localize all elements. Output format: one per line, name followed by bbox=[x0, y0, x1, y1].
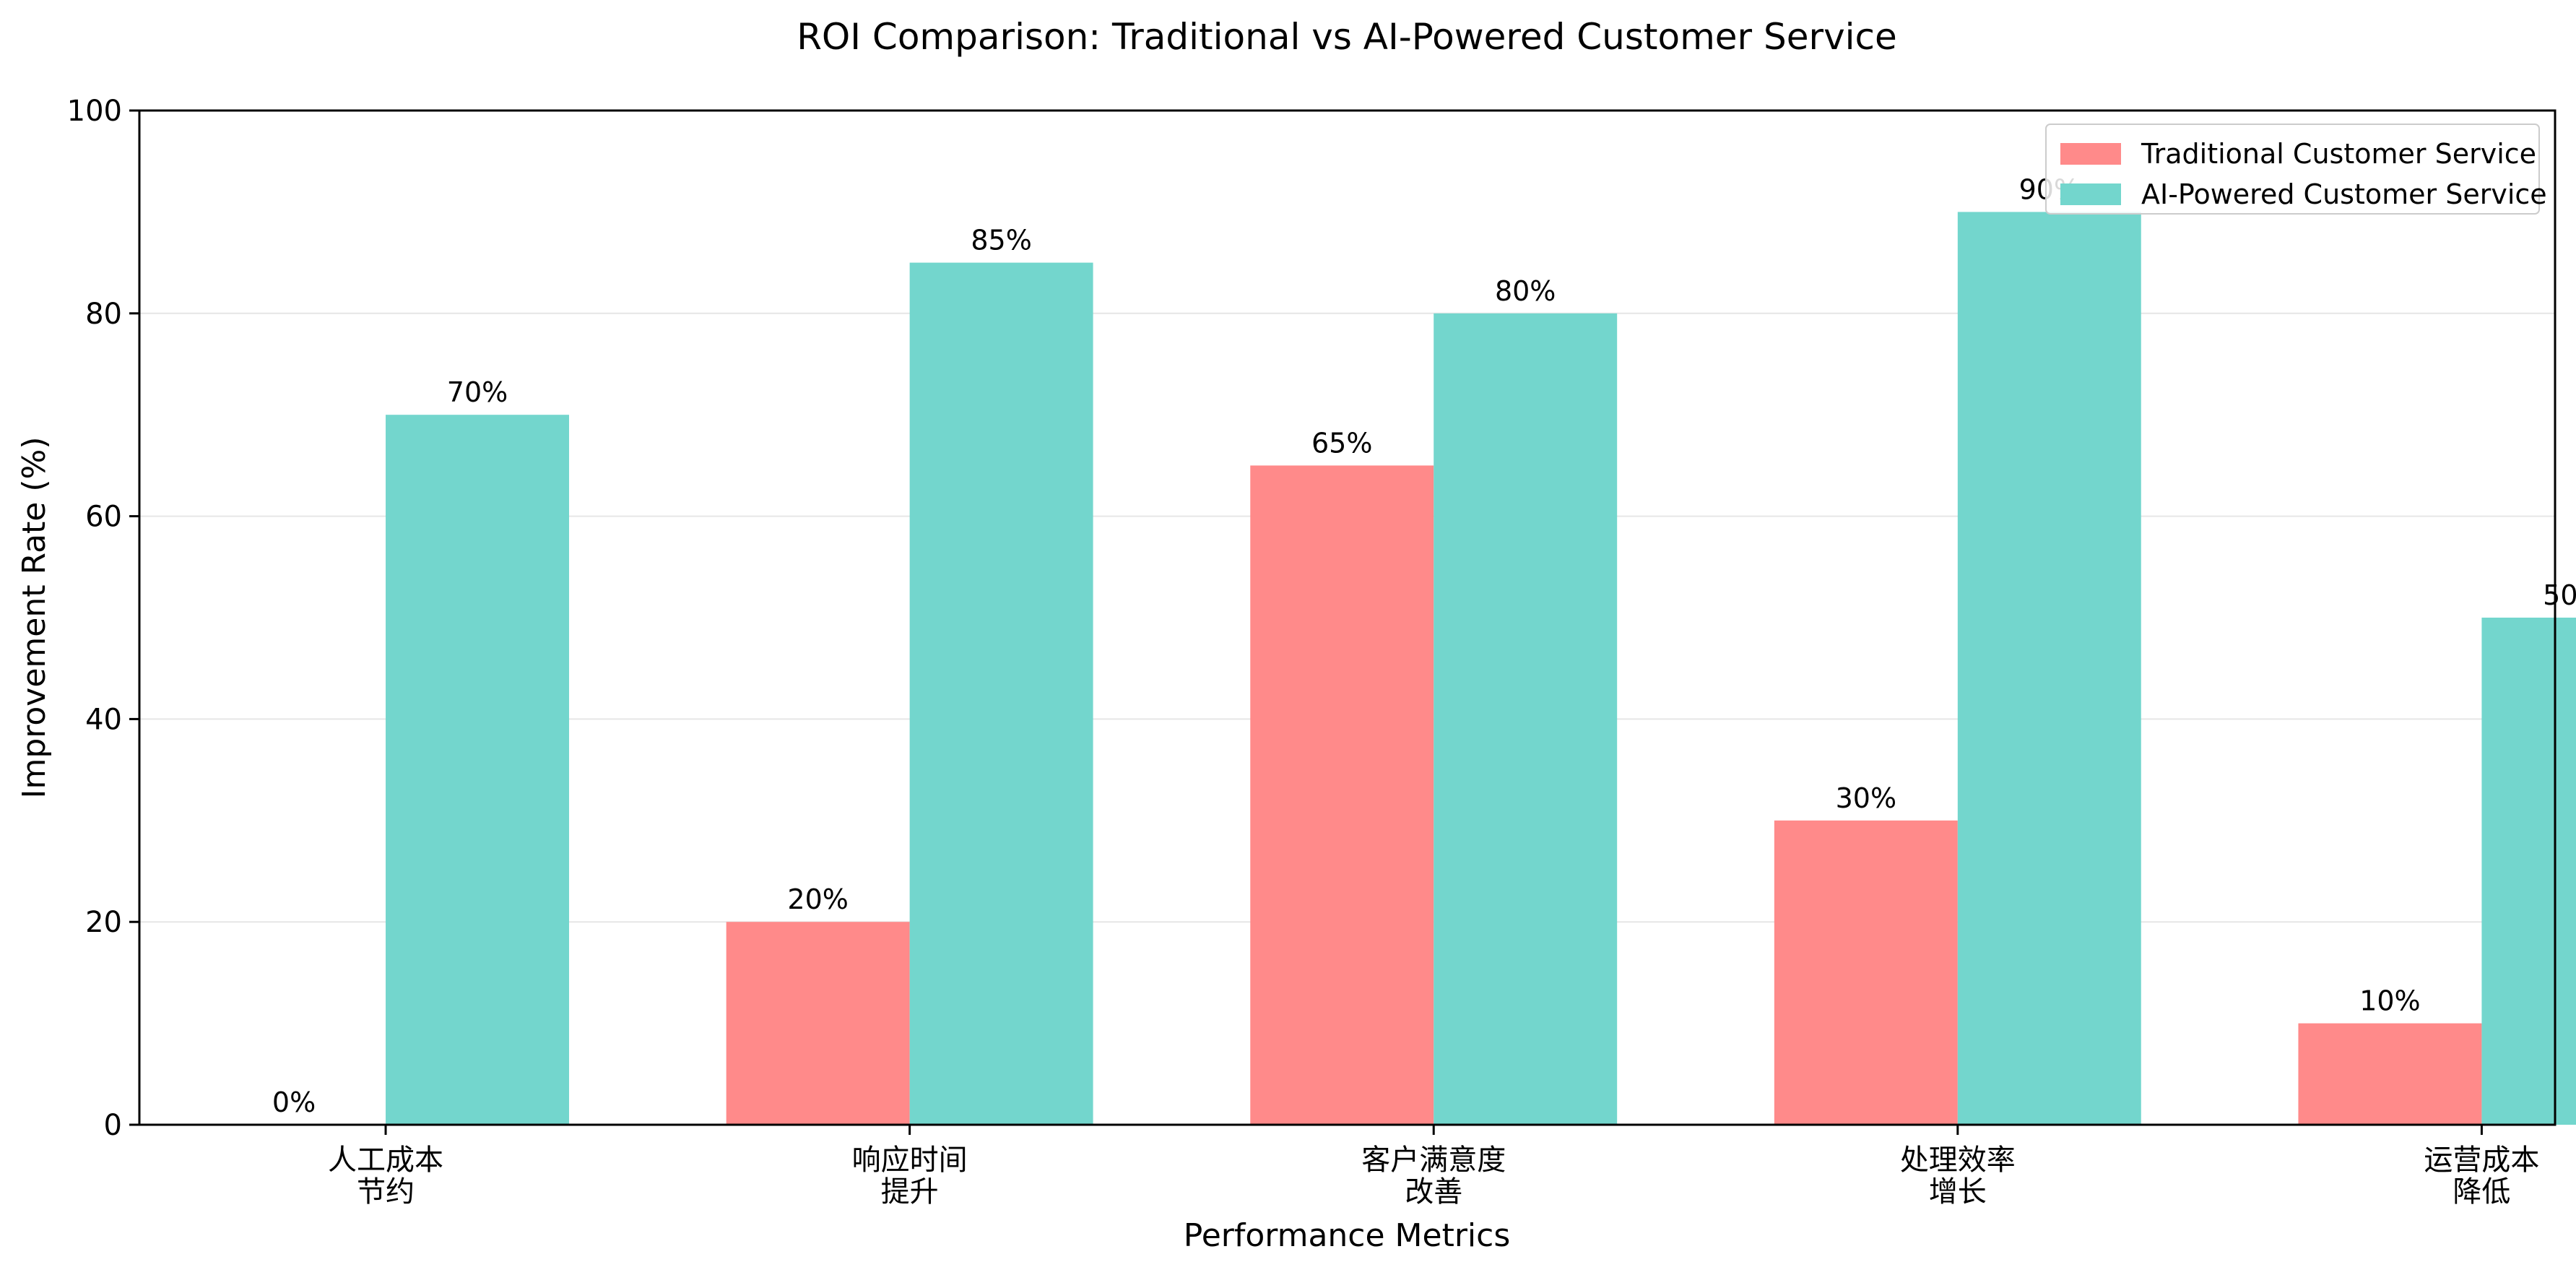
bar bbox=[726, 922, 910, 1125]
plot-frame bbox=[138, 109, 2557, 1126]
x-tick-label: 处理效率 bbox=[1900, 1144, 2016, 1177]
legend-label: Traditional Customer Service bbox=[2141, 138, 2536, 170]
bars bbox=[386, 212, 2576, 1125]
value-label: 70% bbox=[447, 376, 508, 408]
bar bbox=[1957, 212, 2141, 1125]
value-label: 50% bbox=[2543, 579, 2576, 611]
bar bbox=[386, 415, 569, 1125]
x-tick-label: 改善 bbox=[1405, 1175, 1462, 1209]
value-label: 20% bbox=[787, 883, 848, 915]
x-axis-title: Performance Metrics bbox=[1184, 1217, 1511, 1254]
x-tick-label: 增长 bbox=[1929, 1175, 1987, 1209]
value-label: 10% bbox=[2359, 985, 2420, 1017]
y-tick-label: 100 bbox=[67, 95, 122, 128]
legend-swatch bbox=[2060, 183, 2121, 205]
value-label: 85% bbox=[971, 225, 1031, 256]
legend-box bbox=[2045, 124, 2540, 215]
value-labels: 0%70%20%85%65%80%30%90%10%50% bbox=[272, 173, 2576, 1118]
x-tick-label: 运营成本 bbox=[2424, 1144, 2539, 1177]
legend-label: AI-Powered Customer Service bbox=[2141, 178, 2547, 210]
y-tick-label: 60 bbox=[85, 501, 122, 534]
value-label: 30% bbox=[1836, 782, 1896, 814]
bar bbox=[1250, 465, 1434, 1125]
x-tick-label: 响应时间 bbox=[852, 1144, 968, 1177]
x-tick-label: 节约 bbox=[357, 1175, 415, 1209]
bar bbox=[2298, 1023, 2482, 1125]
bar bbox=[909, 262, 1093, 1125]
value-label: 80% bbox=[1495, 275, 1556, 307]
x-tick-label: 人工成本 bbox=[328, 1144, 443, 1177]
x-tick-label: 提升 bbox=[881, 1175, 939, 1209]
y-tick-label: 40 bbox=[85, 703, 122, 736]
value-label: 0% bbox=[272, 1086, 316, 1118]
value-label: 65% bbox=[1311, 427, 1372, 459]
y-tick-label: 0 bbox=[104, 1109, 122, 1142]
chart-title: ROI Comparison: Traditional vs AI-Powere… bbox=[797, 16, 1897, 58]
y-axis-title: Improvement Rate (%) bbox=[16, 437, 53, 799]
bar bbox=[1774, 820, 1958, 1125]
y-tick-label: 80 bbox=[85, 298, 122, 331]
x-tick-label: 客户满意度 bbox=[1361, 1144, 1506, 1177]
bar bbox=[2481, 618, 2576, 1125]
x-tick-label: 降低 bbox=[2453, 1175, 2510, 1209]
legend: Traditional Customer Service AI-Powered C… bbox=[2045, 124, 2547, 215]
y-tick-label: 20 bbox=[85, 906, 122, 939]
bar bbox=[1434, 313, 1618, 1125]
legend-swatch bbox=[2060, 143, 2121, 165]
y-axis-ticks: 0 20 40 60 80 100 bbox=[67, 95, 139, 1142]
